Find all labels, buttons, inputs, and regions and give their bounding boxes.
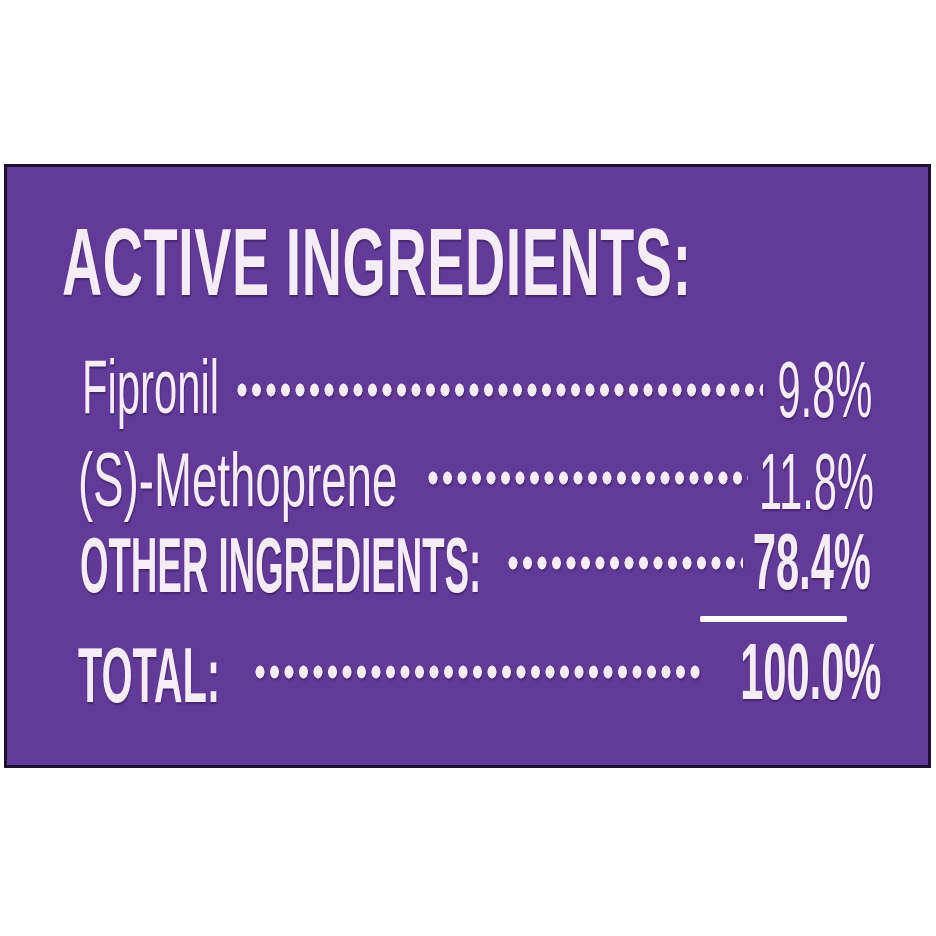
ingredient-value-methoprene: 11.8%: [759, 437, 874, 526]
ingredient-label-other: OTHER INGREDIENTS:: [80, 521, 482, 609]
total-label: TOTAL:: [78, 631, 221, 719]
ingredient-value-fipronil: 9.8%: [777, 345, 872, 434]
dotted-leader: [508, 556, 743, 570]
subtotal-divider-line: [700, 616, 847, 622]
panel-title-text: ACTIVE INGREDIENTS:: [62, 209, 692, 316]
dotted-leader: [237, 383, 763, 397]
ingredient-label-fipronil: Fipronil: [82, 345, 220, 430]
panel-title: ACTIVE INGREDIENTS:: [62, 215, 936, 311]
ingredient-value-other: 78.4%: [753, 517, 871, 606]
active-ingredients-panel: ACTIVE INGREDIENTS: Fipronil 9.8% (S)-Me…: [4, 164, 931, 768]
dotted-leader: [428, 471, 748, 485]
ingredient-label-methoprene: (S)-Methoprene: [78, 438, 398, 523]
dotted-leader: [255, 665, 700, 679]
total-value: 100.0%: [739, 627, 881, 716]
